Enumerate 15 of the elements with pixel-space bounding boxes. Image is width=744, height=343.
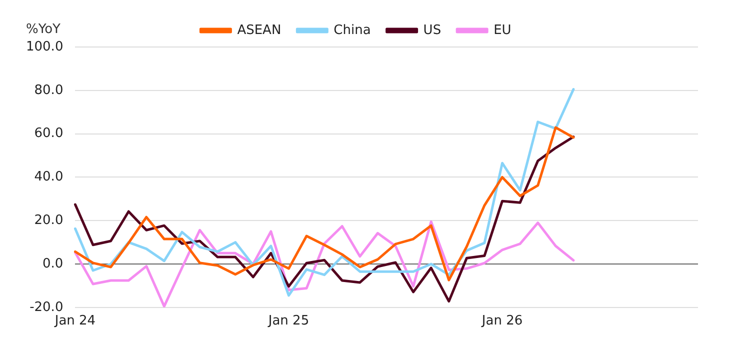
legend-label: ASEAN — [237, 22, 282, 38]
y-tick-label: 80.0 — [34, 82, 64, 98]
y-axis-title: %YoY — [26, 22, 60, 37]
legend-label: US — [423, 22, 442, 38]
y-tick-label: 20.0 — [34, 212, 64, 228]
x-tick-label: Jan 25 — [267, 314, 310, 329]
y-tick-label: -20.0 — [30, 300, 64, 315]
x-tick-label: Jan 24 — [54, 314, 96, 329]
y-tick-label: 60.0 — [34, 126, 64, 142]
legend-label: EU — [494, 22, 512, 38]
x-tick-label: Jan 26 — [480, 314, 523, 329]
y-tick-label: 100.0 — [26, 39, 64, 54]
legend-label: China — [334, 22, 371, 38]
y-tick-label: 0.0 — [42, 256, 64, 272]
y-tick-label: 40.0 — [34, 170, 64, 185]
